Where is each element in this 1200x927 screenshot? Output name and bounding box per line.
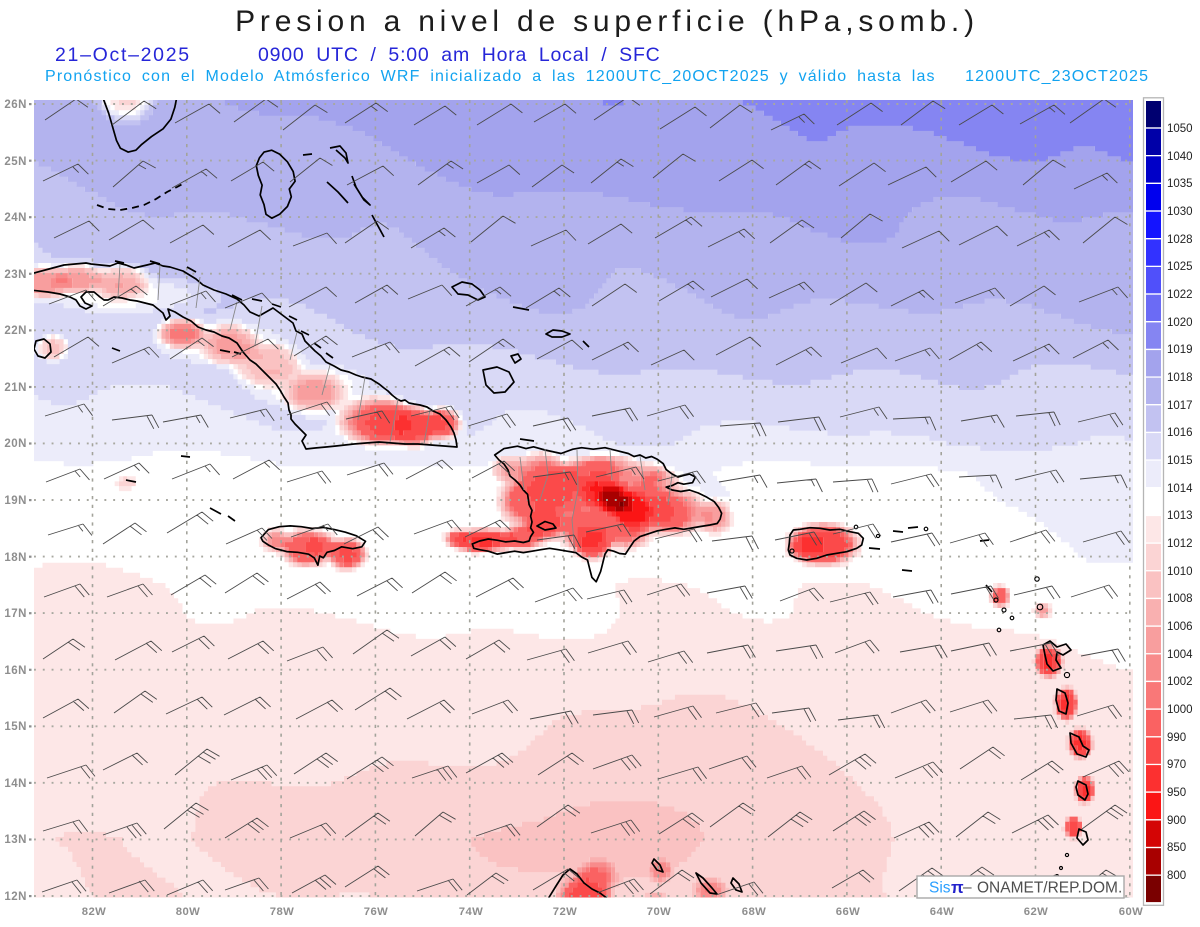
svg-text:22N: 22N <box>4 325 27 337</box>
svg-text:18N: 18N <box>4 552 27 564</box>
svg-text:82W: 82W <box>82 906 106 918</box>
svg-text:1008: 1008 <box>1167 593 1193 605</box>
svg-text:1035: 1035 <box>1167 178 1193 190</box>
svg-text:850: 850 <box>1167 842 1186 854</box>
svg-text:1000: 1000 <box>1167 704 1193 716</box>
svg-text:14N: 14N <box>4 778 27 790</box>
svg-text:76W: 76W <box>364 906 388 918</box>
svg-text:12N: 12N <box>4 891 27 903</box>
svg-text:1004: 1004 <box>1167 649 1193 661</box>
svg-text:1019: 1019 <box>1167 344 1193 356</box>
svg-text:1015: 1015 <box>1167 455 1193 467</box>
svg-text:1016: 1016 <box>1167 427 1193 439</box>
svg-text:1030: 1030 <box>1167 206 1193 218</box>
svg-text:1022: 1022 <box>1167 289 1193 301</box>
svg-text:1010: 1010 <box>1167 566 1193 578</box>
svg-text:21–Oct–2025: 21–Oct–2025 <box>55 44 191 66</box>
svg-text:–: – <box>963 879 972 896</box>
svg-text:25N: 25N <box>4 156 27 168</box>
svg-text:1006: 1006 <box>1167 621 1193 633</box>
svg-text:1040: 1040 <box>1167 151 1193 163</box>
svg-text:1025: 1025 <box>1167 261 1193 273</box>
svg-text:1012: 1012 <box>1167 538 1193 550</box>
svg-text:23N: 23N <box>4 269 27 281</box>
svg-text:ONAMET/REP.DOM.: ONAMET/REP.DOM. <box>977 880 1122 897</box>
svg-text:20N: 20N <box>4 438 27 450</box>
svg-text:19N: 19N <box>4 495 27 507</box>
svg-text:62W: 62W <box>1024 906 1048 918</box>
svg-text:1018: 1018 <box>1167 372 1193 384</box>
svg-text:16N: 16N <box>4 665 27 677</box>
svg-text:15N: 15N <box>4 721 27 733</box>
svg-text:1020: 1020 <box>1167 317 1193 329</box>
svg-text:900: 900 <box>1167 815 1186 827</box>
svg-text:68W: 68W <box>742 906 766 918</box>
svg-text:66W: 66W <box>836 906 860 918</box>
svg-text:26N: 26N <box>4 99 27 111</box>
svg-text:60W: 60W <box>1119 906 1143 918</box>
svg-text:13N: 13N <box>4 834 27 846</box>
svg-text:800: 800 <box>1167 870 1186 882</box>
svg-text:0900 UTC / 5:00 am Hora Local: 0900 UTC / 5:00 am Hora Local / SFC <box>258 44 661 66</box>
svg-text:1013: 1013 <box>1167 510 1193 522</box>
svg-text:1028: 1028 <box>1167 234 1193 246</box>
svg-text:74W: 74W <box>459 906 483 918</box>
svg-text:80W: 80W <box>176 906 200 918</box>
svg-text:1014: 1014 <box>1167 483 1193 495</box>
svg-text:1050: 1050 <box>1167 123 1193 135</box>
svg-text:64W: 64W <box>930 906 954 918</box>
svg-text:1002: 1002 <box>1167 676 1193 688</box>
svg-text:78W: 78W <box>270 906 294 918</box>
svg-text:970: 970 <box>1167 759 1186 771</box>
svg-text:π: π <box>951 879 964 897</box>
svg-text:72W: 72W <box>553 906 577 918</box>
svg-text:950: 950 <box>1167 787 1186 799</box>
svg-text:17N: 17N <box>4 608 27 620</box>
svg-text:70W: 70W <box>647 906 671 918</box>
svg-text:Sis: Sis <box>929 880 951 897</box>
svg-text:21N: 21N <box>4 382 27 394</box>
svg-text:24N: 24N <box>4 212 27 224</box>
svg-text:Pronóstico con el Modelo Atmós: Pronóstico con el Modelo Atmósferico WRF… <box>45 68 1149 85</box>
svg-text:Presion a nivel de superficie: Presion a nivel de superficie (hPa,somb.… <box>235 5 979 38</box>
svg-text:990: 990 <box>1167 732 1186 744</box>
svg-text:1017: 1017 <box>1167 400 1193 412</box>
